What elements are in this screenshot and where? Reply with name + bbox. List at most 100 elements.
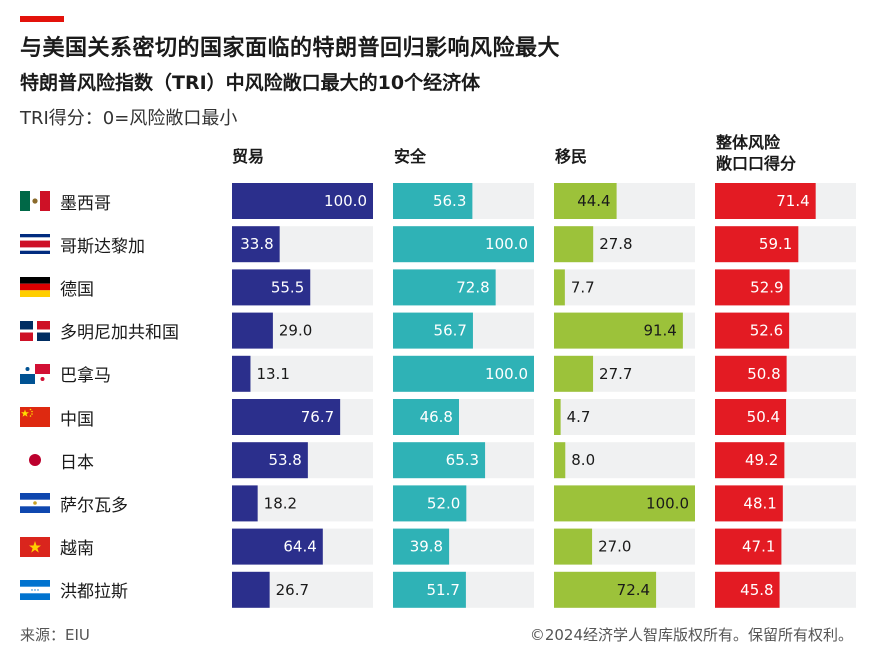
bar-track-security xyxy=(393,442,534,479)
data-label-security: 56.3 xyxy=(433,192,466,210)
bar-overall xyxy=(715,226,799,263)
bar-track-security xyxy=(393,226,534,263)
data-label-overall: 45.8 xyxy=(740,581,773,599)
costa-rica-flag-icon xyxy=(20,234,50,255)
mexico-flag-icon xyxy=(20,191,50,211)
row-label: 多明尼加共和国 xyxy=(20,314,179,348)
bar-track-overall xyxy=(715,399,856,435)
country-name: 德国 xyxy=(60,279,94,300)
data-label-trade: 29.0 xyxy=(279,322,312,340)
bar-overall xyxy=(715,442,785,479)
row-label: 洪都拉斯 xyxy=(20,573,128,607)
country-name: 洪都拉斯 xyxy=(60,582,128,603)
data-label-overall: 59.1 xyxy=(759,235,792,253)
bar-track-migration xyxy=(554,571,695,608)
data-label-migration: 27.7 xyxy=(599,365,632,383)
bar-track-security xyxy=(393,399,534,435)
data-label-trade: 76.7 xyxy=(301,408,334,426)
chart-note: TRI得分：0=风险敞口最小 xyxy=(20,108,238,129)
bar-security xyxy=(393,355,534,392)
bar-overall xyxy=(715,571,780,608)
chart-subtitle: 特朗普风险指数（TRI）中风险敞口最大的10个经济体 xyxy=(20,72,481,94)
data-label-overall: 48.1 xyxy=(743,494,776,512)
data-label-overall: 50.4 xyxy=(747,408,780,426)
bar-track-migration xyxy=(554,312,695,349)
data-label-overall: 52.9 xyxy=(750,278,783,296)
bar-track-trade xyxy=(232,269,373,306)
bar-track-migration xyxy=(554,485,695,522)
bar-track-trade xyxy=(232,312,373,349)
bar-overall xyxy=(715,399,787,435)
bar-migration xyxy=(554,269,565,306)
bar-trade xyxy=(232,312,273,349)
bar-track-overall xyxy=(715,226,856,263)
data-label-trade: 100.0 xyxy=(324,192,367,210)
bar-track-overall xyxy=(715,485,856,522)
honduras-flag-icon xyxy=(20,579,50,600)
bar-trade xyxy=(232,183,373,219)
japan-flag-icon xyxy=(20,450,50,471)
country-name: 巴拿马 xyxy=(60,366,111,387)
bar-track-overall xyxy=(715,355,856,392)
bar-migration xyxy=(554,355,594,392)
column-header-trade: 贸易 xyxy=(232,147,265,166)
bar-track-migration xyxy=(554,528,695,565)
column-header-overall: 整体风险 敞口口得分 xyxy=(716,132,796,174)
column-header-overall-line1: 整体风险 xyxy=(716,133,781,152)
data-label-migration: 72.4 xyxy=(617,581,650,599)
bar-security xyxy=(393,183,473,219)
bar-security xyxy=(393,485,467,522)
data-label-trade: 18.2 xyxy=(264,494,297,512)
bar-trade xyxy=(232,485,258,522)
bar-security xyxy=(393,399,459,435)
bar-trade xyxy=(232,269,311,306)
bar-track-migration xyxy=(554,442,695,479)
country-name: 萨尔瓦多 xyxy=(60,495,128,516)
data-label-trade: 64.4 xyxy=(283,538,316,556)
data-label-overall: 49.2 xyxy=(745,451,778,469)
row-label: 萨尔瓦多 xyxy=(20,486,128,520)
row-label: 中国 xyxy=(20,400,94,434)
row-label: 日本 xyxy=(20,443,94,477)
data-label-security: 100.0 xyxy=(485,235,528,253)
bar-migration xyxy=(554,226,594,263)
bar-track-trade xyxy=(232,226,373,263)
data-label-overall: 52.6 xyxy=(750,322,783,340)
bar-track-overall xyxy=(715,442,856,479)
column-header-security: 安全 xyxy=(394,147,427,166)
bar-track-trade xyxy=(232,571,373,608)
country-name: 哥斯达黎加 xyxy=(60,236,145,257)
bar-track-migration xyxy=(554,399,695,435)
data-label-migration: 4.7 xyxy=(567,408,591,426)
bar-overall xyxy=(715,355,787,392)
bar-trade xyxy=(232,442,308,479)
data-label-overall: 50.8 xyxy=(747,365,780,383)
el-salvador-flag-icon xyxy=(20,493,50,514)
data-label-trade: 53.8 xyxy=(268,451,301,469)
data-label-security: 100.0 xyxy=(485,365,528,383)
bar-overall xyxy=(715,312,790,349)
bar-track-migration xyxy=(554,226,695,263)
copyright-note: ©2024经济学人智库版权所有。保留所有权利。 xyxy=(529,626,853,644)
column-header-migration: 移民 xyxy=(555,147,588,166)
bar-migration xyxy=(554,571,657,608)
bar-security xyxy=(393,571,466,608)
row-label: 墨西哥 xyxy=(20,184,111,218)
data-label-security: 65.3 xyxy=(446,451,479,469)
bar-track-migration xyxy=(554,183,695,219)
bar-track-overall xyxy=(715,528,856,565)
column-header-overall-line2: 敞口口得分 xyxy=(716,154,797,173)
data-label-trade: 33.8 xyxy=(240,235,273,253)
bar-track-security xyxy=(393,571,534,608)
country-name: 多明尼加共和国 xyxy=(60,323,179,344)
bar-overall xyxy=(715,485,783,522)
data-label-migration: 27.8 xyxy=(599,235,632,253)
bar-track-security xyxy=(393,312,534,349)
bar-trade xyxy=(232,571,270,608)
row-label: 巴拿马 xyxy=(20,357,111,391)
row-label: 哥斯达黎加 xyxy=(20,227,145,261)
data-label-migration: 91.4 xyxy=(643,322,676,340)
data-label-overall: 71.4 xyxy=(776,192,809,210)
bar-migration xyxy=(554,183,617,219)
bar-security xyxy=(393,312,473,349)
